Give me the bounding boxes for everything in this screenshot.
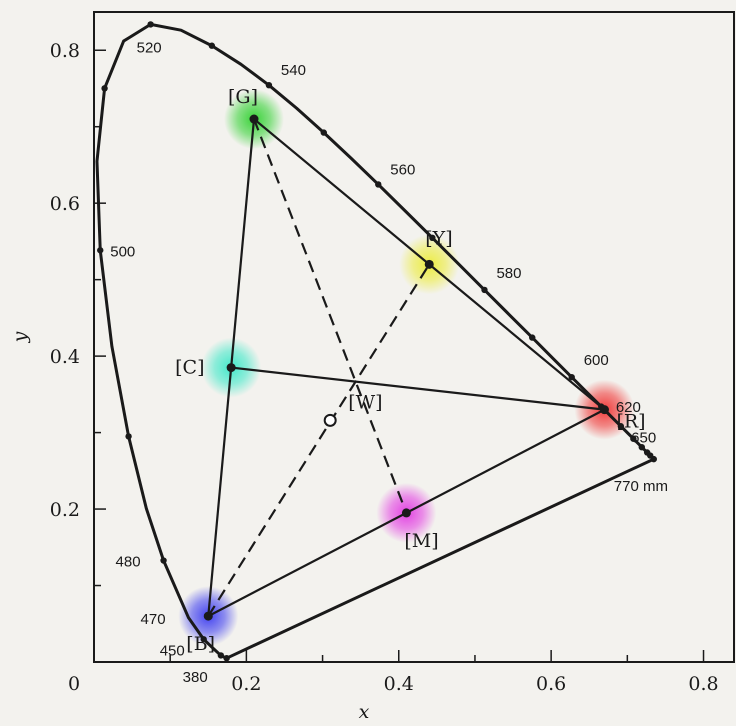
point-R xyxy=(599,405,609,415)
locus-dot xyxy=(529,334,536,341)
y-axis-title: y xyxy=(9,331,31,343)
locus-dot xyxy=(320,129,327,136)
point-G xyxy=(249,114,259,124)
wavelength-label: 450 xyxy=(160,642,185,659)
line-C-R xyxy=(231,366,605,411)
label-M: [M] xyxy=(404,530,438,552)
locus-dot xyxy=(481,286,488,294)
x-tick-label: 0.8 xyxy=(688,673,718,695)
label-C: [C] xyxy=(175,357,204,379)
locus-dot xyxy=(429,234,436,242)
locus-dot xyxy=(265,81,273,89)
locus-dot xyxy=(125,433,132,440)
wavelength-label: 470 xyxy=(141,611,166,628)
label-B: [B] xyxy=(186,633,215,655)
wavelength-label: 520 xyxy=(137,39,162,56)
wavelength-label: 500 xyxy=(110,243,135,260)
locus-dot xyxy=(223,654,230,662)
locus-dot xyxy=(200,636,207,643)
origin-label: 0 xyxy=(68,673,80,695)
point-M xyxy=(401,508,411,518)
label-Y: [Y] xyxy=(425,227,452,249)
spectral-locus-curve xyxy=(95,22,656,660)
locus-dot xyxy=(617,423,625,430)
x-tick-label: 0.6 xyxy=(536,673,566,695)
point-C xyxy=(226,363,236,373)
wavelength-label: 600 xyxy=(584,352,609,369)
locus-dot xyxy=(638,443,646,451)
point-Y xyxy=(424,259,434,269)
locus-dot xyxy=(568,373,575,381)
color-points xyxy=(203,114,609,621)
locus-dot xyxy=(630,435,637,442)
point-B xyxy=(203,611,213,621)
label-R: [R] xyxy=(616,411,645,433)
wavelength-label: 580 xyxy=(496,265,521,282)
wavelength-label: 540 xyxy=(281,62,306,79)
y-tick-label: 0.6 xyxy=(50,193,80,215)
wavelength-label: 620 xyxy=(616,399,641,416)
locus-dot xyxy=(208,42,216,49)
point-W xyxy=(323,413,337,427)
y-tick-label: 0.8 xyxy=(50,40,80,62)
triangle-lines xyxy=(207,118,606,618)
label-G: [G] xyxy=(228,86,258,108)
locus-dot xyxy=(101,85,108,92)
spectral-locus xyxy=(95,21,657,662)
wavelength-label: 650 xyxy=(631,429,656,446)
x-axis-title: x xyxy=(359,701,370,723)
x-tick-label: 0.4 xyxy=(384,673,414,695)
wavelength-label: 380 xyxy=(183,669,208,686)
labels: 520 540 560 580 600 620 650 770 mm 500 480 470 450 3… xyxy=(110,39,668,686)
x-tick-label: 0.2 xyxy=(231,673,261,695)
axes: 0.2 0.4 0.6 0.8 0.2 0.4 0.6 0.8 0 x y xyxy=(9,11,735,723)
locus-dot xyxy=(97,247,104,254)
label-W: [W] xyxy=(348,391,382,413)
dashed-B-Y xyxy=(207,263,431,617)
dashed-G-M xyxy=(252,118,408,514)
locus-dot xyxy=(160,557,167,564)
locus-dot xyxy=(217,652,225,659)
y-tick-label: 0.4 xyxy=(50,346,80,368)
locus-dot xyxy=(375,181,382,188)
y-tick-label: 0.2 xyxy=(50,499,80,521)
wavelength-label: 480 xyxy=(116,554,141,571)
wavelength-label: 560 xyxy=(390,161,415,178)
wavelength-label: 770 mm xyxy=(614,478,668,495)
plot-frame xyxy=(93,11,735,663)
locus-dot xyxy=(147,21,154,28)
locus-dot xyxy=(650,455,657,463)
